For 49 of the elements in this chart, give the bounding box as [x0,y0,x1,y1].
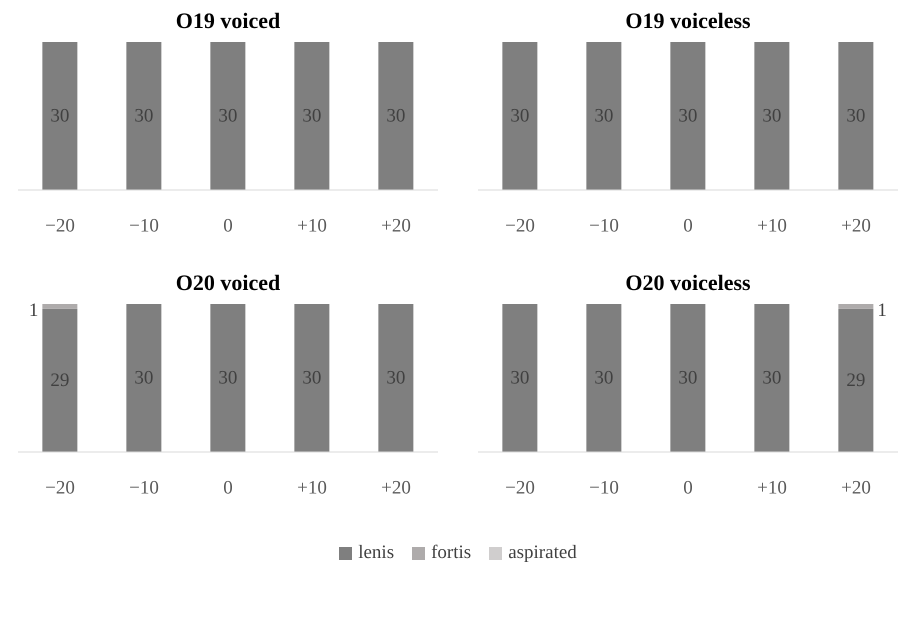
x-tick-label: −10 [129,215,159,236]
chart-title: O20 voiced [174,270,282,296]
data-label: 30 [134,106,154,126]
x-tick-label: +20 [381,215,411,236]
data-label: 30 [594,106,614,126]
x-tick-label: +20 [841,477,871,498]
data-label: 30 [678,368,698,388]
data-label: 29 [846,370,866,391]
x-tick-label: +20 [841,215,871,236]
x-tick-label: −20 [45,215,75,236]
data-label: 30 [386,368,406,388]
legend-label: aspirated [508,542,577,564]
chart-title: O19 voiced [174,8,282,34]
legend-label: fortis [431,542,472,564]
data-label: 30 [762,368,782,388]
x-tick-label: +10 [757,215,787,236]
x-tick-label: −10 [589,477,619,498]
data-label: 1 [877,300,887,321]
x-tick-label: 0 [683,477,693,498]
x-tick-label: +10 [757,477,787,498]
chart-title: O19 voiceless [624,8,752,34]
data-label: 30 [50,106,70,126]
data-label: 1 [28,300,38,321]
data-label: 30 [846,106,866,126]
data-label: 30 [218,368,238,388]
data-label: 30 [302,368,322,388]
data-label: 30 [510,368,530,388]
data-label: 30 [594,368,614,388]
x-tick-label: +20 [381,477,411,498]
x-tick-label: −20 [505,215,535,236]
data-label: 30 [134,368,154,388]
x-tick-label: +10 [297,477,327,498]
x-tick-label: −20 [45,477,75,498]
x-tick-label: −10 [129,477,159,498]
x-tick-label: 0 [683,215,693,236]
data-label: 29 [50,370,70,391]
data-label: 30 [762,106,782,126]
x-tick-label: −10 [589,215,619,236]
x-tick-label: +10 [297,215,327,236]
x-tick-label: −20 [505,477,535,498]
data-label: 30 [302,106,322,126]
legend-label: lenis [358,542,394,564]
data-label: 30 [386,106,406,126]
data-label: 30 [678,106,698,126]
x-tick-label: 0 [223,215,233,236]
data-label: 30 [510,106,530,126]
data-label: 30 [218,106,238,126]
chart-title: O20 voiceless [624,270,752,296]
x-tick-label: 0 [223,477,233,498]
